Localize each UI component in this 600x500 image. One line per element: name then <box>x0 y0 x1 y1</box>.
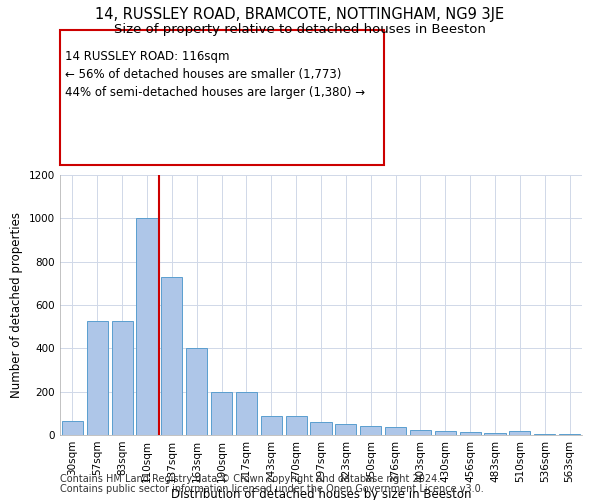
Bar <box>335 424 356 435</box>
Text: Contains HM Land Registry data © Crown copyright and database right 2024.: Contains HM Land Registry data © Crown c… <box>60 474 440 484</box>
Bar <box>136 218 158 435</box>
Bar <box>534 434 555 435</box>
Bar <box>410 430 431 435</box>
Bar <box>286 416 307 435</box>
Bar <box>112 322 133 435</box>
Bar <box>559 434 580 435</box>
Bar <box>161 277 182 435</box>
Bar <box>236 392 257 435</box>
Text: 14, RUSSLEY ROAD, BRAMCOTE, NOTTINGHAM, NG9 3JE: 14, RUSSLEY ROAD, BRAMCOTE, NOTTINGHAM, … <box>95 8 505 22</box>
Bar <box>509 430 530 435</box>
Bar <box>310 422 332 435</box>
Bar <box>62 421 83 435</box>
Text: 14 RUSSLEY ROAD: 116sqm
← 56% of detached houses are smaller (1,773)
44% of semi: 14 RUSSLEY ROAD: 116sqm ← 56% of detache… <box>65 50 365 99</box>
Bar <box>87 322 108 435</box>
Text: Size of property relative to detached houses in Beeston: Size of property relative to detached ho… <box>114 22 486 36</box>
Bar <box>360 426 381 435</box>
X-axis label: Distribution of detached houses by size in Beeston: Distribution of detached houses by size … <box>171 488 471 500</box>
Bar <box>460 432 481 435</box>
FancyBboxPatch shape <box>60 30 383 165</box>
Bar <box>435 430 456 435</box>
Bar <box>261 416 282 435</box>
Bar <box>385 428 406 435</box>
Bar <box>484 433 506 435</box>
Bar <box>186 348 207 435</box>
Bar <box>211 392 232 435</box>
Y-axis label: Number of detached properties: Number of detached properties <box>10 212 23 398</box>
Text: Contains public sector information licensed under the Open Government Licence v3: Contains public sector information licen… <box>60 484 484 494</box>
